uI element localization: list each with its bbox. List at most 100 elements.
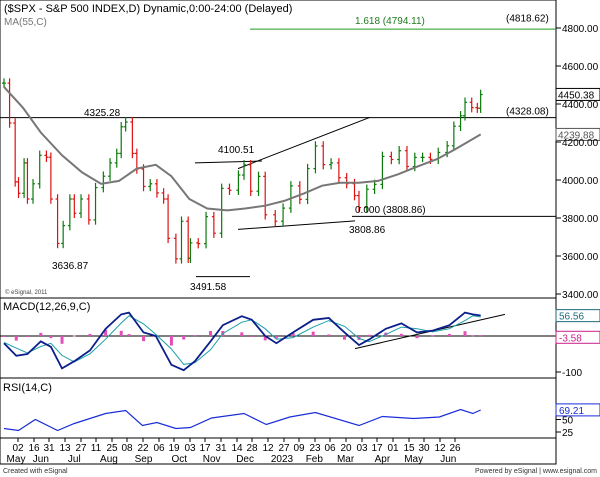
lower-channel-line xyxy=(237,220,356,230)
day-label: 27 xyxy=(75,443,87,454)
price-annotation: 4100.51 xyxy=(218,145,255,156)
price-annotation: 0.000 (3808.86) xyxy=(355,205,426,216)
macd-histogram-bar xyxy=(25,336,29,337)
macd-histogram-bar xyxy=(209,330,213,336)
day-label: 17 xyxy=(199,443,211,454)
price-tick-label: 4600.00 xyxy=(562,62,599,73)
rsi-line xyxy=(3,408,481,432)
rsi-label: RSI(14,C) xyxy=(3,382,52,394)
price-annotation: 4325.28 xyxy=(84,108,121,119)
macd-histogram-bar xyxy=(60,336,64,344)
macd-histogram-bar xyxy=(415,336,419,339)
macd-histogram-bar xyxy=(263,336,267,341)
day-label: 11 xyxy=(91,443,102,454)
price-panel xyxy=(0,0,557,299)
price-value-box xyxy=(555,87,600,101)
price-tick-label: 3600.00 xyxy=(562,252,599,263)
month-label: Mar xyxy=(337,454,355,465)
copyright-label: © eSignal, 2011 xyxy=(5,289,48,296)
price-annotation: 3636.87 xyxy=(52,261,89,272)
day-label: 27 xyxy=(278,443,290,454)
price-value-label: 4239.88 xyxy=(558,130,595,141)
day-label: 06 xyxy=(324,443,336,454)
macd-histogram-bar xyxy=(342,336,346,340)
month-label: 2023 xyxy=(271,454,294,465)
day-label: 09 xyxy=(293,443,305,454)
macd-label: MACD(12,26,9,C) xyxy=(3,301,90,313)
month-label: May xyxy=(404,454,423,465)
day-label: 17 xyxy=(371,443,383,454)
macd-histogram-bar xyxy=(463,331,467,336)
price-tick-label: 3400.00 xyxy=(562,290,599,301)
month-label: Oct xyxy=(171,454,187,465)
day-label: 19 xyxy=(168,443,180,454)
macd-histogram-bar xyxy=(193,335,197,337)
macd-histogram-bar xyxy=(431,335,435,337)
date-axis xyxy=(0,437,557,465)
macd-line xyxy=(3,311,481,372)
macd-value-label: 56.56 xyxy=(559,312,584,323)
price-tick-label: 4200.00 xyxy=(562,138,599,149)
macd-histogram-bar xyxy=(2,336,6,337)
day-label: 13 xyxy=(59,443,71,454)
price-value-label: 4450.38 xyxy=(558,90,595,101)
upper-channel-line xyxy=(237,116,371,170)
macd-tick-label: -100 xyxy=(562,368,582,379)
price-tick-label: 4800.00 xyxy=(562,24,599,35)
price-annotation: 1.618 (4794.11) xyxy=(355,16,425,27)
price-annotation: 3491.58 xyxy=(190,282,227,293)
day-label: 08 xyxy=(121,443,133,454)
macd-panel xyxy=(0,297,557,379)
macd-histogram-bar xyxy=(88,333,92,336)
day-label: 31 xyxy=(43,443,55,454)
rsi-panel xyxy=(0,377,557,439)
month-label: Jun xyxy=(440,454,456,465)
day-label: 16 xyxy=(28,443,40,454)
month-label: May xyxy=(7,454,26,465)
rsi-tick-label: 50 xyxy=(562,416,574,427)
day-label: 06 xyxy=(153,443,165,454)
macd-histogram-bar xyxy=(142,336,146,342)
day-label: 22 xyxy=(137,443,149,454)
rsi-value-box xyxy=(555,403,600,417)
macd-signal-line xyxy=(3,315,481,365)
macd-histogram-bar xyxy=(471,335,475,337)
macd-value-label: -3.58 xyxy=(559,333,582,344)
day-label: 31 xyxy=(215,443,227,454)
macd-histogram-bar xyxy=(399,333,403,336)
macd-histogram-bar xyxy=(119,330,123,336)
month-label: Nov xyxy=(203,454,221,465)
rsi-value-label: 69.21 xyxy=(559,406,584,417)
month-label: Aug xyxy=(100,454,118,465)
macd-value-box xyxy=(555,309,600,323)
macd-histogram-bar xyxy=(127,334,131,336)
macd-histogram-bar xyxy=(367,334,371,336)
day-label: 14 xyxy=(231,443,243,454)
day-label: 15 xyxy=(403,443,415,454)
month-label: Jun xyxy=(33,454,49,465)
footer-right: Powered by eSignal | www.esignal.com xyxy=(475,468,597,475)
macd-histogram-bar xyxy=(14,336,18,341)
level-label: (4818.62) xyxy=(506,13,549,24)
macd-histogram-bar xyxy=(291,332,295,336)
macd-histogram-bar xyxy=(39,332,43,336)
day-label: 12 xyxy=(262,443,274,454)
macd-histogram-bar xyxy=(250,336,254,337)
macd-histogram-bar xyxy=(104,329,108,336)
ma-label: MA(55,C) xyxy=(4,17,47,28)
day-label: 01 xyxy=(387,443,399,454)
month-label: Sep xyxy=(135,454,153,465)
day-label: 30 xyxy=(418,443,430,454)
macd-histogram-bar xyxy=(182,336,186,340)
level-label: (4328.08) xyxy=(506,107,549,118)
day-label: 03 xyxy=(184,443,196,454)
day-label: 03 xyxy=(356,443,368,454)
price-annotation: 3808.86 xyxy=(349,225,386,236)
macd-histogram-bar xyxy=(72,335,76,337)
macd-value-box xyxy=(555,330,600,344)
macd-histogram-bar xyxy=(49,336,53,339)
rsi-tick-label: 25 xyxy=(562,428,574,439)
macd-histogram-bar xyxy=(311,331,315,336)
price-tick-label: 4400.00 xyxy=(562,100,599,111)
